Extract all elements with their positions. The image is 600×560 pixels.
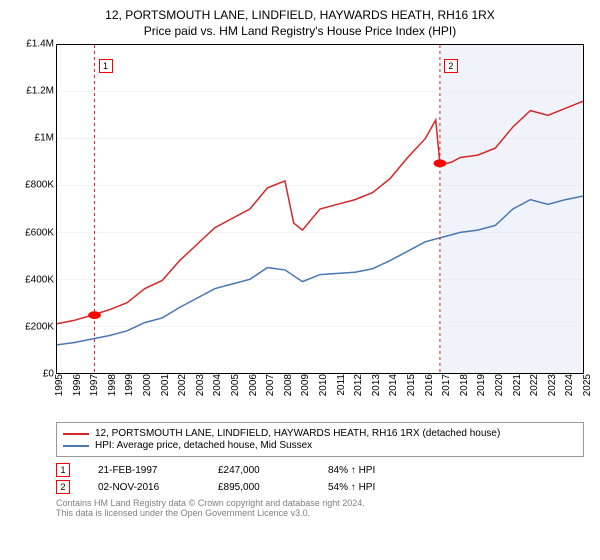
y-tick-label: £400K bbox=[25, 274, 54, 285]
legend-row: 12, PORTSMOUTH LANE, LINDFIELD, HAYWARDS… bbox=[63, 428, 577, 439]
y-tick-label: £600K bbox=[25, 227, 54, 238]
x-tick-label: 2002 bbox=[177, 374, 188, 396]
legend-row: HPI: Average price, detached house, Mid … bbox=[63, 440, 577, 451]
event-delta: 84% ↑ HPI bbox=[328, 465, 448, 476]
y-axis: £0£200K£400K£600K£800K£1M£1.2M£1.4M bbox=[8, 44, 56, 374]
x-tick-label: 2016 bbox=[424, 374, 435, 396]
x-tick-label: 2009 bbox=[300, 374, 311, 396]
event-price: £247,000 bbox=[218, 465, 328, 476]
x-tick-label: 1995 bbox=[54, 374, 65, 396]
x-axis: 1995 1996 1997 1998 1999 2000 2001 2002 2003 2004… bbox=[56, 374, 584, 416]
legend-swatch bbox=[63, 433, 89, 435]
x-tick-label: 2022 bbox=[529, 374, 540, 396]
x-tick-label: 2003 bbox=[195, 374, 206, 396]
x-tick-label: 2021 bbox=[512, 374, 523, 396]
x-tick-label: 2008 bbox=[283, 374, 294, 396]
x-tick-label: 2018 bbox=[459, 374, 470, 396]
event-row: 1 21-FEB-1997£247,00084% ↑ HPI bbox=[56, 463, 584, 477]
chart-title-line1: 12, PORTSMOUTH LANE, LINDFIELD, HAYWARDS… bbox=[8, 8, 592, 22]
y-tick-label: £1.4M bbox=[26, 39, 54, 50]
event-date: 02-NOV-2016 bbox=[98, 482, 218, 493]
event-lines bbox=[95, 45, 440, 373]
footer-line1: Contains HM Land Registry data © Crown c… bbox=[56, 498, 584, 508]
x-tick-label: 2007 bbox=[265, 374, 276, 396]
x-tick-label: 2004 bbox=[212, 374, 223, 396]
chart-area: £0£200K£400K£600K£800K£1M£1.2M£1.4M 12 bbox=[8, 44, 592, 374]
legend-label: HPI: Average price, detached house, Mid … bbox=[95, 440, 312, 451]
event-marker-box: 1 bbox=[99, 59, 113, 73]
chart-title-line2: Price paid vs. HM Land Registry's House … bbox=[8, 24, 592, 38]
events-table: 1 21-FEB-1997£247,00084% ↑ HPI 2 02-NOV-201… bbox=[56, 463, 584, 494]
event-date: 21-FEB-1997 bbox=[98, 465, 218, 476]
x-tick-label: 2013 bbox=[371, 374, 382, 396]
plot-area: 12 bbox=[56, 44, 584, 374]
event-markers bbox=[88, 159, 446, 319]
x-tick-label: 2014 bbox=[388, 374, 399, 396]
x-tick-label: 1997 bbox=[89, 374, 100, 396]
legend-label: 12, PORTSMOUTH LANE, LINDFIELD, HAYWARDS… bbox=[95, 428, 500, 439]
event-marker-box: 2 bbox=[444, 59, 458, 73]
footer-line2: This data is licensed under the Open Gov… bbox=[56, 508, 584, 518]
y-tick-label: £800K bbox=[25, 180, 54, 191]
x-tick-label: 2015 bbox=[406, 374, 417, 396]
event-delta: 54% ↑ HPI bbox=[328, 482, 448, 493]
y-tick-label: £1.2M bbox=[26, 86, 54, 97]
legend: 12, PORTSMOUTH LANE, LINDFIELD, HAYWARDS… bbox=[56, 422, 584, 457]
event-row: 2 02-NOV-2016£895,00054% ↑ HPI bbox=[56, 480, 584, 494]
x-tick-label: 2006 bbox=[248, 374, 259, 396]
x-tick-label: 2019 bbox=[476, 374, 487, 396]
x-tick-label: 1998 bbox=[107, 374, 118, 396]
future-shade bbox=[440, 45, 583, 373]
footer: Contains HM Land Registry data © Crown c… bbox=[56, 498, 584, 518]
x-tick-label: 2000 bbox=[142, 374, 153, 396]
x-tick-label: 2023 bbox=[547, 374, 558, 396]
x-tick-label: 1996 bbox=[72, 374, 83, 396]
y-tick-label: £1M bbox=[35, 133, 54, 144]
x-tick-label: 2011 bbox=[336, 374, 347, 396]
chart-title-block: 12, PORTSMOUTH LANE, LINDFIELD, HAYWARDS… bbox=[8, 8, 592, 38]
legend-swatch bbox=[63, 445, 89, 447]
x-tick-label: 2025 bbox=[582, 374, 593, 396]
x-tick-label: 2017 bbox=[441, 374, 452, 396]
event-number-box: 2 bbox=[56, 480, 70, 494]
event-number-box: 1 bbox=[56, 463, 70, 477]
y-tick-label: £200K bbox=[25, 321, 54, 332]
x-tick-label: 2001 bbox=[160, 374, 171, 396]
event-price: £895,000 bbox=[218, 482, 328, 493]
y-tick-label: £0 bbox=[43, 369, 54, 380]
x-tick-label: 2020 bbox=[494, 374, 505, 396]
x-tick-label: 2010 bbox=[318, 374, 329, 396]
x-tick-label: 2012 bbox=[353, 374, 364, 396]
x-tick-label: 2024 bbox=[564, 374, 575, 396]
x-tick-label: 2005 bbox=[230, 374, 241, 396]
x-tick-label: 1999 bbox=[124, 374, 135, 396]
